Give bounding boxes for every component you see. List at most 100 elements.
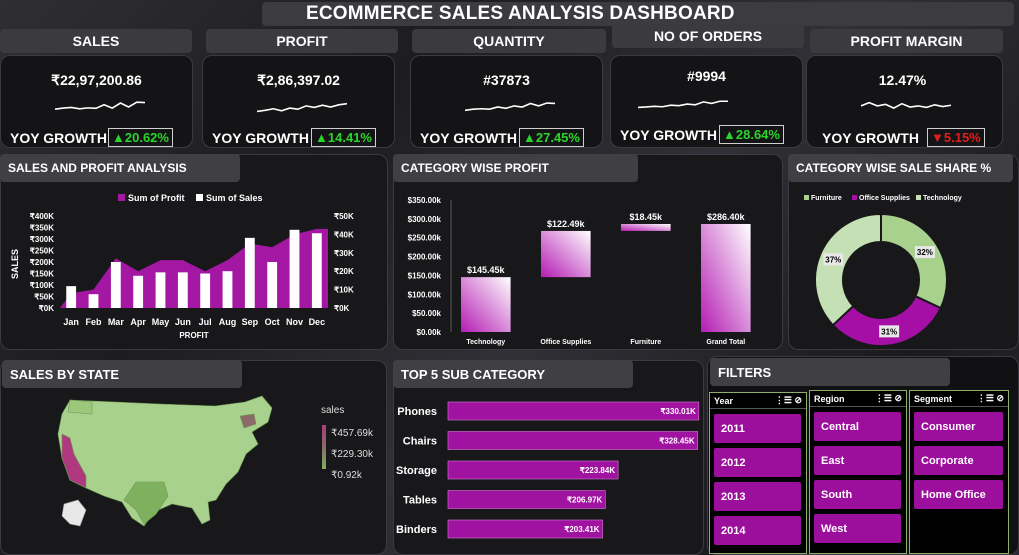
y-tick: $250.00k (408, 234, 442, 243)
kpi-sparkline (861, 101, 951, 109)
y-tick-right: ₹30K (334, 249, 354, 258)
filters-title: FILTERS (710, 358, 950, 386)
region-filter-option[interactable]: East (814, 446, 901, 475)
clear-filter-icon[interactable]: ⋮☰ ⊘ (774, 395, 802, 405)
year-slicer: Year ⋮☰ ⊘ 2011 2012 2013 2014 (709, 392, 807, 554)
region-slicer-label: Region (814, 393, 845, 404)
top5-title: TOP 5 SUB CATEGORY (393, 360, 633, 388)
y-tick-right: ₹0K (334, 304, 350, 313)
segment-filter-option[interactable]: Corporate (914, 446, 1003, 475)
region-slicer-header: Region ⋮☰ ⊘ (810, 391, 906, 407)
y-tick-left: ₹100K (30, 281, 54, 290)
sparkline-line (55, 101, 145, 110)
kpi-card (610, 55, 803, 148)
legend-swatch-profit (118, 194, 125, 201)
us-map-land (57, 395, 273, 527)
yoy-label: YOY GROWTH (212, 130, 309, 146)
kpi-card (0, 55, 193, 148)
legend-profit-label: Sum of Profit (128, 193, 185, 203)
y-tick-right: ₹10K (334, 286, 354, 295)
state-new-york (239, 413, 257, 429)
sales-bar (200, 273, 211, 308)
clear-filter-icon[interactable]: ⋮☰ ⊘ (874, 393, 902, 403)
donut-data-label: 31% (881, 327, 897, 336)
waterfall-bar (541, 230, 591, 278)
year-slicer-header: Year ⋮☰ ⊘ (710, 393, 806, 409)
y-tick-subcategory: Binders (396, 524, 437, 536)
map-legend-title: sales (321, 405, 345, 416)
us-map[interactable] (40, 392, 290, 542)
kpi-card (202, 55, 395, 148)
subcategory-bar (447, 460, 619, 480)
map-legend-gradient (322, 425, 326, 469)
region-filter-option[interactable]: South (814, 480, 901, 509)
yoy-growth-badge: ▲28.64% (719, 125, 784, 144)
y-tick-right: ₹40K (334, 230, 354, 239)
x-tick-month: Jun (175, 317, 191, 327)
year-filter-option[interactable]: 2014 (714, 516, 801, 545)
category-share-chart: Furniture Office Supplies Technology 32% 31%… (804, 195, 962, 347)
y-tick: $150.00k (408, 271, 442, 280)
y-tick: $100.00k (408, 290, 442, 299)
donut-data-label: 32% (917, 248, 933, 257)
x-tick-month: Jan (63, 317, 79, 327)
yoy-label: YOY GROWTH (822, 130, 919, 146)
x-tick-month: Jul (199, 317, 212, 327)
sparkline-line (257, 102, 347, 113)
y-tick-left: ₹200K (30, 258, 54, 267)
alaska (61, 499, 87, 527)
sales-bar (244, 237, 255, 308)
region-filter-option[interactable]: West (814, 514, 901, 543)
kpi-value: ₹22,97,200.86 (51, 72, 142, 88)
subcategory-bar (447, 490, 606, 509)
x-tick-month: May (152, 317, 170, 327)
sales-bar (222, 271, 233, 308)
kpi-value: #9994 (687, 68, 726, 84)
donut-label-bg (823, 253, 844, 266)
sales-bar (66, 286, 77, 308)
region-filter-option[interactable]: Central (814, 412, 901, 441)
x-tick-category: Office Supplies (540, 339, 591, 346)
bar-data-label: ₹203.41K (564, 525, 600, 534)
year-filter-option[interactable]: 2013 (714, 482, 801, 511)
map-legend-high: ₹457.69k (331, 428, 373, 439)
sales-bar (133, 275, 144, 308)
clear-filter-icon[interactable]: ⋮☰ ⊘ (976, 393, 1004, 403)
y-tick-left: ₹250K (30, 247, 54, 256)
sales-profit-title: SALES AND PROFIT ANALYSIS (0, 154, 240, 182)
donut-data-label: 37% (825, 255, 841, 264)
donut-segment (814, 212, 882, 327)
map-legend-values: ₹457.69k ₹229.30k ₹0.92k (331, 423, 373, 486)
year-filter-option[interactable]: 2012 (714, 448, 801, 477)
x-tick-month: Nov (286, 317, 303, 327)
x-tick-category: Technology (466, 339, 505, 346)
category-profit-chart: $350.00k $300.00k $250.00k $200.00k $150.00k… (408, 196, 751, 346)
y-tick-right: ₹20K (334, 267, 354, 276)
subcategory-bar (447, 519, 603, 539)
bar-data-label: $122.49k (547, 219, 586, 229)
kpi-value: ₹2,86,397.02 (257, 72, 340, 88)
kpi-header: SALES (0, 29, 192, 53)
y-tick-left: ₹150K (30, 270, 54, 279)
top5-chart: Phones ₹330.01K Chairs ₹328.45K Storage ₹223.… (396, 401, 700, 539)
segment-filter-option[interactable]: Consumer (914, 412, 1003, 441)
bar-data-label: ₹206.97K (567, 496, 603, 505)
bar-data-label: ₹328.45K (659, 437, 695, 446)
y-tick-subcategory: Tables (403, 495, 437, 507)
kpi-header: QUANTITY (412, 29, 606, 53)
x-tick-month: Sep (242, 317, 259, 327)
y-axis-title: SALES (10, 249, 20, 279)
legend-label: Technology (923, 195, 962, 202)
segment-slicer-label: Segment (914, 393, 953, 404)
sales-profit-chart: Sum of Profit Sum of Sales ₹400K ₹350K ₹300K… (10, 193, 354, 340)
segment-filter-option[interactable]: Home Office (914, 480, 1003, 509)
sales-bar (289, 229, 300, 308)
waterfall-bar (621, 223, 671, 231)
x-tick-month: Dec (309, 317, 326, 327)
year-filter-option[interactable]: 2011 (714, 414, 801, 443)
y-tick-subcategory: Phones (397, 406, 437, 418)
state-california (61, 433, 87, 489)
yoy-growth-badge: ▲14.41% (311, 128, 376, 147)
kpi-card (806, 55, 1003, 148)
category-profit-title: CATEGORY WISE PROFIT (393, 154, 638, 182)
